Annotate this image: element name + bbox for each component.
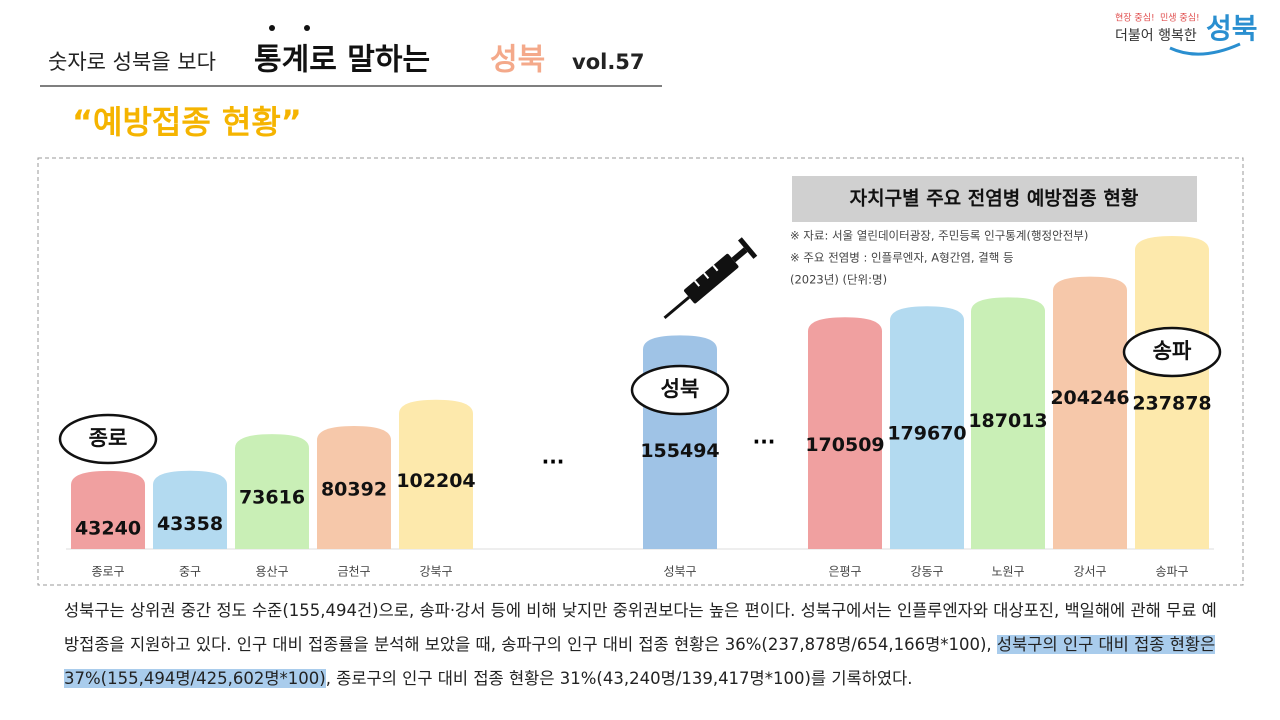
value-label: 43358 xyxy=(157,513,223,535)
value-label: 187013 xyxy=(968,410,1047,432)
description-text: 성북구는 상위권 중간 정도 수준(155,494건)으로, 송파·강서 등에 … xyxy=(64,601,1217,654)
bar xyxy=(890,306,964,549)
value-label: 179670 xyxy=(887,423,966,445)
value-label: 80392 xyxy=(321,479,387,501)
value-label: 155494 xyxy=(640,440,719,462)
annotation-circle xyxy=(58,413,158,465)
bar xyxy=(1053,276,1127,549)
bar xyxy=(399,399,473,549)
x-tick-label: 송파구 xyxy=(1155,565,1188,579)
annotation: 성북 xyxy=(661,377,700,401)
chart-title: 자치구별 주요 전염병 예방접종 현황 xyxy=(850,187,1139,210)
logo-swoosh xyxy=(1169,42,1241,56)
x-tick-label: 성북구 xyxy=(663,565,696,579)
value-label: 170509 xyxy=(805,434,884,456)
header-lead: 숫자로 성북을 보다 xyxy=(48,50,216,74)
description: 성북구는 상위권 중간 정도 수준(155,494건)으로, 송파·강서 등에 … xyxy=(64,594,1224,696)
x-tick-label: 은평구 xyxy=(828,565,861,579)
header-accent: 성북 xyxy=(490,43,545,78)
bar xyxy=(317,426,391,549)
x-tick-label: 용산구 xyxy=(255,565,288,579)
chart-note: (2023년) (단위:명) xyxy=(790,273,887,287)
value-label: 204246 xyxy=(1050,387,1129,409)
bar xyxy=(971,297,1045,549)
chart-note: ※ 주요 전염병 : 인플루엔자, A형간염, 결핵 등 xyxy=(790,251,1014,265)
annotation: 종로 xyxy=(89,426,128,450)
logo-slogan: 민생 중심! xyxy=(1160,13,1200,24)
x-tick-label: 종로구 xyxy=(91,565,124,579)
x-tick-label: 노원구 xyxy=(991,565,1024,579)
dot xyxy=(269,25,275,31)
value-label: 43240 xyxy=(75,517,141,539)
value-label: 102204 xyxy=(396,470,475,492)
bar xyxy=(153,470,227,549)
description-text: , 종로구의 인구 대비 접종 현황은 31%(43,240명/139,417명… xyxy=(325,669,913,688)
syringe-icon xyxy=(663,237,758,320)
gap-dots: ... xyxy=(753,425,776,449)
value-label: 237878 xyxy=(1132,393,1211,415)
bar xyxy=(808,317,882,549)
chart-note: ※ 자료: 서울 열린데이터광장, 주민등록 인구통계(행정안전부) xyxy=(790,229,1088,243)
bar xyxy=(71,470,145,549)
x-tick-label: 강서구 xyxy=(1073,565,1106,579)
logo-phrase: 더불어 행복한 xyxy=(1115,28,1197,44)
subtitle: “예방접종 현황” xyxy=(72,103,302,141)
header-volume: vol.57 xyxy=(572,50,645,74)
annotation: 송파 xyxy=(1153,339,1192,363)
bar xyxy=(235,434,309,549)
dot xyxy=(304,25,310,31)
header-main: 통계로 말하는 xyxy=(254,43,430,78)
gap-dots: ... xyxy=(542,445,565,469)
title-box xyxy=(792,176,1197,222)
logo-slogan: 현장 중심! xyxy=(1115,13,1155,24)
chart-frame xyxy=(37,157,1244,586)
x-tick-label: 강동구 xyxy=(910,565,943,579)
annotation-circle xyxy=(1122,326,1222,378)
logo-name: 성북 xyxy=(1206,12,1258,45)
annotation-circle xyxy=(630,364,730,416)
value-label: 73616 xyxy=(239,487,305,509)
x-tick-label: 중구 xyxy=(179,565,201,579)
chart: 숫자로 성북을 보다 통계로 말하는 성북 vol.57 “예방접종 현황” 현… xyxy=(37,12,1258,586)
x-tick-label: 금천구 xyxy=(337,564,370,579)
bar xyxy=(1135,236,1209,549)
x-tick-label: 강북구 xyxy=(419,565,452,579)
